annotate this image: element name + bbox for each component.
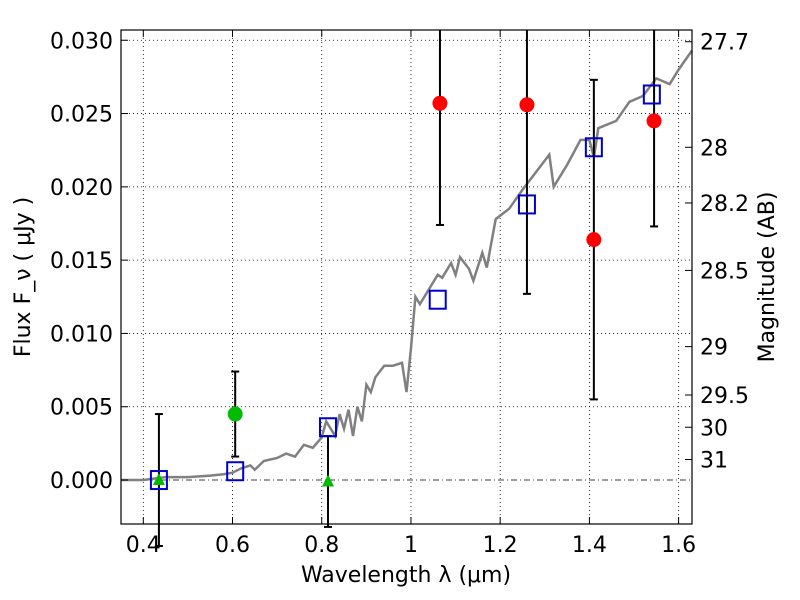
x-tick-label: 1.2 [483,533,518,558]
model-photometry-point [642,84,661,105]
red-circle-point [646,113,662,129]
y-right-tick-label: 29 [700,336,728,361]
y-axis-title: Flux F_ν ( μJy ) [11,197,36,357]
model-photometry-point [149,470,168,491]
y-tick-label: 0.005 [50,396,113,421]
green-circle-point [227,406,243,422]
y-right-tick-label: 28.2 [700,192,749,217]
y-axis-right-title: Magnitude (AB) [755,192,780,363]
model-photometry-point [584,137,603,158]
plot-background [121,30,692,524]
x-tick-label: 1.4 [572,533,607,558]
red-circle-point [586,232,602,248]
x-tick-label: 0.4 [126,533,161,558]
plot-frame [120,29,693,525]
upper-limit-point [152,473,165,486]
y-right-tick-label: 28.5 [700,259,749,284]
model-sed-line [121,49,694,482]
grid [121,30,692,524]
axis-ticks: 0.4 0.6 0.8 1 1.2 1.4 1.6 0.000 0.005 0.010 0.015 0… [50,29,749,558]
y-tick-label: 0.030 [50,29,113,54]
y-tick-label: 0.015 [50,249,113,274]
upper-limit-point [321,474,334,487]
y-right-tick-label: 31 [700,449,728,474]
x-tick-label: 0.6 [215,533,250,558]
red-circle-point [432,95,448,111]
model-photometry-point [517,194,536,215]
y-right-tick-label: 29.5 [700,384,749,409]
y-tick-label: 0.000 [50,469,113,494]
model-photometry-point [226,461,245,482]
model-photometry-point [428,289,447,310]
model-photometry-point [318,417,337,438]
y-tick-label: 0.010 [50,322,113,347]
y-right-tick-label: 30 [700,416,728,441]
x-tick-label: 1 [404,533,418,558]
x-axis-title: Wavelength λ (μm) [301,563,511,588]
x-tick-label: 0.8 [304,533,339,558]
y-right-tick-label: 28 [700,136,728,161]
y-tick-label: 0.025 [50,103,113,128]
markers [149,30,662,547]
model-sed-path [121,49,694,482]
y-right-tick-label: 27.7 [700,31,749,56]
x-tick-label: 1.6 [661,533,696,558]
red-circle-point [519,97,535,113]
y-tick-label: 0.020 [50,176,113,201]
